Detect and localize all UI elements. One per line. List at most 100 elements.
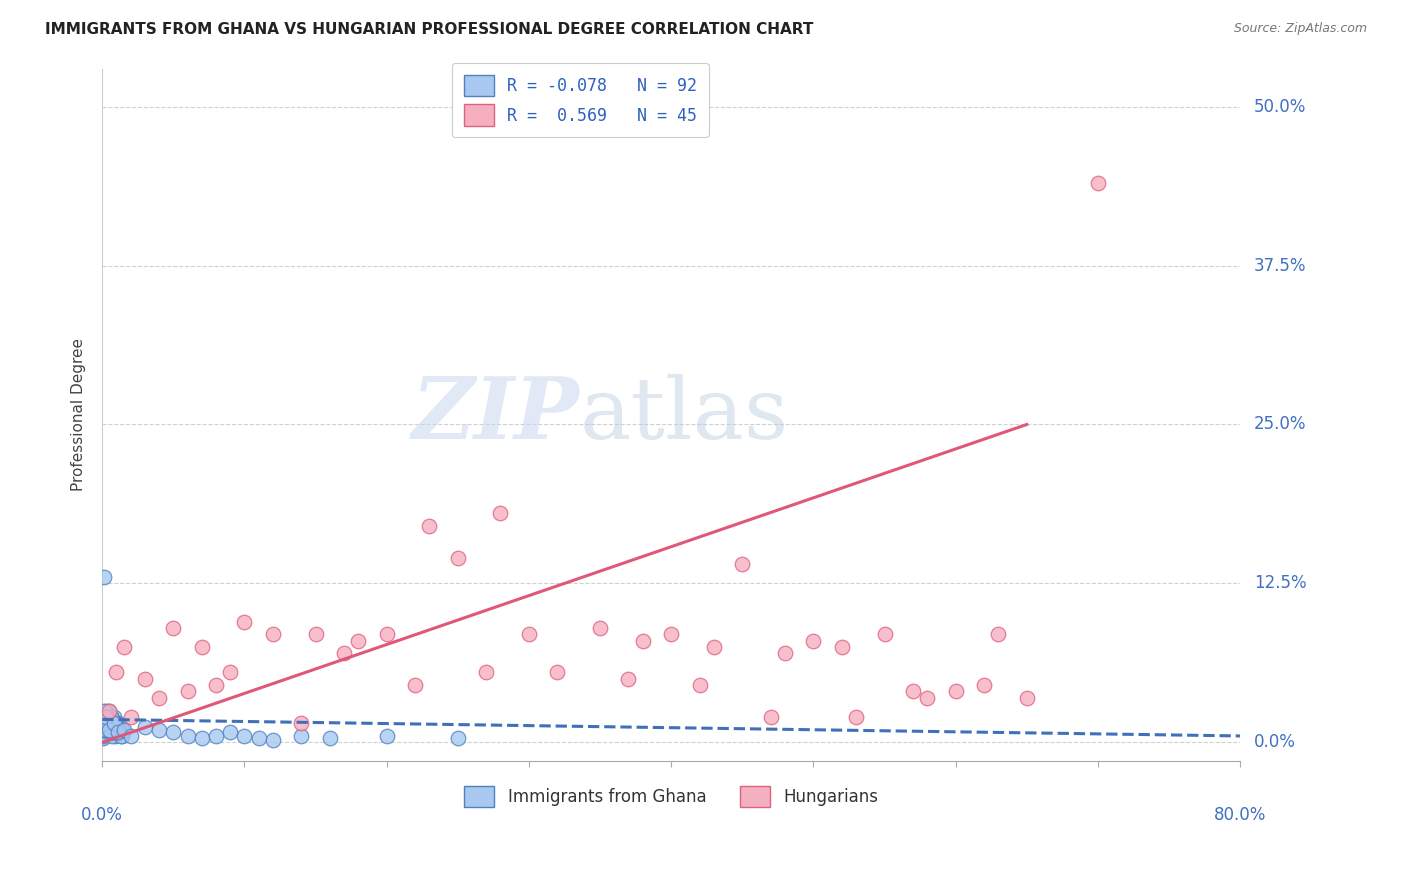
Point (262, 732, 284, 747)
Point (96, 713, 118, 727)
Point (375, 627, 398, 641)
Point (162, 621, 184, 635)
Point (111, 729, 134, 743)
Point (103, 720, 125, 734)
Point (93, 704, 115, 718)
Point (987, 627, 1010, 641)
Point (93, 729, 115, 743)
Text: IMMIGRANTS FROM GHANA VS HUNGARIAN PROFESSIONAL DEGREE CORRELATION CHART: IMMIGRANTS FROM GHANA VS HUNGARIAN PROFE… (45, 22, 813, 37)
Point (93, 710, 115, 724)
Point (94, 710, 117, 724)
Point (98, 704, 121, 718)
Point (93, 723, 115, 737)
Point (96, 723, 118, 737)
Point (108, 723, 131, 737)
Point (94, 716, 117, 731)
Point (219, 665, 242, 680)
Point (93, 570, 115, 584)
Point (973, 678, 995, 692)
Point (103, 723, 125, 737)
Point (97, 713, 120, 727)
Point (93, 713, 115, 727)
Point (873, 627, 896, 641)
Point (98, 723, 121, 737)
Point (96, 710, 118, 724)
Point (915, 690, 938, 705)
Point (447, 731, 470, 746)
Point (375, 729, 398, 743)
Point (703, 640, 725, 654)
Text: ZIP: ZIP (412, 373, 581, 457)
Point (176, 729, 198, 743)
Point (97, 723, 120, 737)
Point (290, 729, 312, 743)
Point (134, 720, 156, 734)
Point (148, 690, 170, 705)
Point (262, 627, 284, 641)
Text: 25.0%: 25.0% (1254, 416, 1306, 434)
Point (100, 710, 122, 724)
Point (96, 723, 118, 737)
Point (731, 558, 754, 572)
Point (96, 710, 118, 724)
Point (319, 731, 342, 746)
Point (945, 684, 967, 698)
Point (98, 720, 121, 734)
Point (94, 710, 117, 724)
Point (108, 725, 131, 739)
Point (94, 707, 117, 722)
Point (93, 723, 115, 737)
Point (104, 729, 127, 743)
Point (100, 723, 122, 737)
Point (631, 633, 654, 648)
Point (105, 665, 128, 680)
Point (100, 725, 122, 739)
Point (91, 729, 114, 743)
Point (101, 716, 124, 731)
Point (148, 723, 170, 737)
Point (418, 519, 440, 533)
Point (589, 621, 612, 635)
Point (347, 633, 370, 648)
Point (94, 720, 117, 734)
Point (489, 507, 512, 521)
Text: 37.5%: 37.5% (1254, 257, 1306, 275)
Point (98, 720, 121, 734)
Point (94, 716, 117, 731)
Y-axis label: Professional Degree: Professional Degree (72, 338, 86, 491)
Point (191, 731, 214, 746)
Point (105, 723, 128, 737)
Point (659, 627, 682, 641)
Point (176, 684, 198, 698)
Point (97, 725, 120, 739)
Point (103, 716, 125, 731)
Point (98, 720, 121, 734)
Point (191, 640, 214, 654)
Point (93, 723, 115, 737)
Point (845, 710, 868, 724)
Point (831, 640, 853, 654)
Point (96, 720, 118, 734)
Point (110, 729, 132, 743)
Point (103, 725, 125, 739)
Point (101, 716, 124, 731)
Point (901, 684, 924, 698)
Point (112, 640, 135, 654)
Text: 12.5%: 12.5% (1254, 574, 1306, 592)
Point (97, 723, 120, 737)
Text: 0.0%: 0.0% (82, 805, 124, 824)
Text: 0.0%: 0.0% (1254, 733, 1296, 751)
Point (759, 710, 782, 724)
Point (219, 725, 242, 739)
Point (773, 646, 796, 660)
Point (100, 710, 122, 724)
Point (107, 725, 129, 739)
Point (93, 716, 115, 731)
Point (94, 716, 117, 731)
Point (105, 725, 128, 739)
Point (517, 627, 540, 641)
Point (233, 615, 256, 629)
Point (112, 723, 135, 737)
Point (475, 665, 498, 680)
Point (94, 716, 117, 731)
